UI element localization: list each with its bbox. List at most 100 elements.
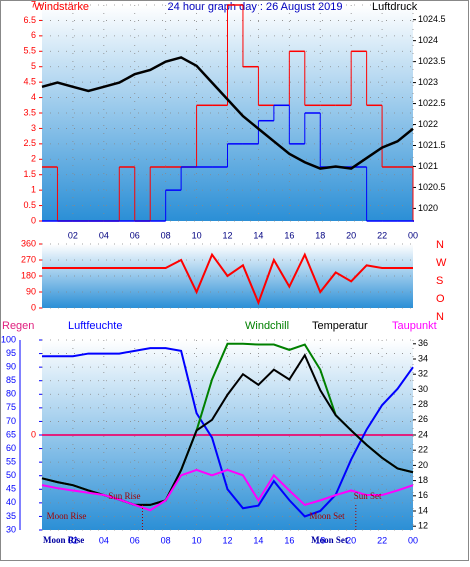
y2-tick-label: 28 — [418, 399, 428, 409]
y2-tick-label: 36 — [418, 338, 428, 348]
y-tick-label: 50 — [6, 470, 16, 480]
y-tick-label: 80 — [6, 389, 16, 399]
y-tick-label: 2 — [31, 154, 36, 164]
y-tick-label: 3 — [31, 123, 36, 133]
y-tick-label: 85 — [6, 375, 16, 385]
y-tick-label: 75 — [6, 402, 16, 412]
x-tick-label: 06 — [130, 230, 140, 240]
x-tick-label: 10 — [192, 535, 202, 545]
compass-label: N — [436, 311, 444, 323]
chart-title: 24 hour graph day : 26 August 2019 — [168, 1, 343, 13]
x-tick-label: 12 — [222, 535, 232, 545]
event-label: Moon Set — [309, 511, 345, 521]
x-tick-label: 14 — [253, 535, 263, 545]
y2-tick-label: 1022.5 — [418, 98, 446, 108]
axis-event-label: Moon Rise — [43, 535, 84, 545]
event-label: Sun Rise — [108, 491, 140, 501]
y-tick-label: 7 — [31, 0, 36, 9]
compass-label: S — [436, 275, 443, 287]
legend-label: Regen — [2, 320, 34, 332]
series-line — [41, 468, 414, 512]
y-tick-label: 4.5 — [23, 77, 36, 87]
y-tick-label: 40 — [6, 497, 16, 507]
y-tick-label: 0 — [31, 215, 36, 225]
x-tick-label: 06 — [130, 535, 140, 545]
y2-tick-label: 16 — [418, 490, 428, 500]
x-tick-label: 16 — [284, 230, 294, 240]
x-tick-label: 00 — [408, 535, 418, 545]
y-tick-label: 180 — [21, 270, 36, 280]
x-tick-label: 18 — [315, 535, 325, 545]
legend-label: Temperatur — [312, 320, 368, 332]
series-line — [42, 347, 414, 518]
y-tick-label: 5 — [31, 61, 36, 71]
y2-tick-label: 1021 — [418, 161, 438, 171]
y2-tick-label: 26 — [418, 414, 428, 424]
x-tick-label: 14 — [253, 230, 263, 240]
y-tick-label: 270 — [21, 254, 36, 264]
x-tick-label: 20 — [346, 535, 356, 545]
y2-tick-label: 34 — [418, 353, 428, 363]
x-tick-label: 02 — [68, 230, 78, 240]
y2-tick-label: 1022 — [418, 119, 438, 129]
y-tick-label: 65 — [6, 429, 16, 439]
y2-tick-label: 1021.5 — [418, 140, 446, 150]
legend-label: Luftfeuchte — [68, 320, 122, 332]
y2-tick-label: 14 — [418, 505, 428, 515]
y-tick-label: 5.5 — [23, 46, 36, 56]
x-tick-label: 04 — [99, 535, 109, 545]
y2-tick-label: 22 — [418, 445, 428, 455]
y-tick-label: 70 — [6, 416, 16, 426]
x-tick-label: 12 — [222, 230, 232, 240]
x-tick-label: 10 — [192, 230, 202, 240]
y-tick-label: 360 — [21, 238, 36, 248]
y2-tick-label: 1020 — [418, 203, 438, 213]
x-tick-label: 22 — [377, 230, 387, 240]
compass-label: W — [436, 257, 447, 269]
y2-tick-label: 18 — [418, 475, 428, 485]
y2-tick-label: 30 — [418, 384, 428, 394]
x-tick-label: 00 — [408, 230, 418, 240]
x-tick-label: 04 — [99, 230, 109, 240]
x-tick-label: 16 — [284, 535, 294, 545]
y-tick-label: 45 — [6, 484, 16, 494]
y2-tick-label: 1023.5 — [418, 56, 446, 66]
legend-label: Taupunkt — [392, 320, 437, 332]
event-label: Sun Set — [354, 491, 382, 501]
y-tick-label: 6 — [31, 30, 36, 40]
x-tick-label: 22 — [377, 535, 387, 545]
x-tick-label: 02 — [68, 535, 78, 545]
series-line — [42, 252, 413, 306]
series-line — [41, 56, 414, 170]
y-tick-label: 60 — [6, 443, 16, 453]
event-label: Moon Rise — [47, 511, 87, 521]
y-tick-label: 0.5 — [23, 200, 36, 210]
y-tick-label: 90 — [26, 286, 36, 296]
y-tick-label: 4 — [31, 92, 36, 102]
y-tick-label: 100 — [1, 334, 16, 344]
y2-tick-label: 12 — [418, 521, 428, 531]
y-tick-label: 0 — [31, 302, 36, 312]
y-axis-label: Windstärke — [34, 1, 89, 13]
x-tick-label: 20 — [346, 230, 356, 240]
y2-tick-label: 1024 — [418, 35, 438, 45]
compass-label: N — [436, 239, 444, 251]
y-tick-label: 6.5 — [23, 15, 36, 25]
x-tick-label: 08 — [161, 230, 171, 240]
y-tick-label: 95 — [6, 348, 16, 358]
legend-label: Windchill — [245, 320, 289, 332]
x-tick-label: 08 — [161, 535, 171, 545]
rain-tick-label: 0 — [31, 429, 36, 439]
y2-axis-label: Luftdruck — [372, 1, 418, 13]
y2-tick-label: 24 — [418, 429, 428, 439]
y2-tick-label: 20 — [418, 460, 428, 470]
y-tick-label: 1 — [31, 185, 36, 195]
y2-tick-label: 32 — [418, 369, 428, 379]
axis-event-label: Moon Set — [311, 535, 348, 545]
y-tick-label: 55 — [6, 457, 16, 467]
y2-tick-label: 1024.5 — [418, 14, 446, 24]
y2-tick-label: 1023 — [418, 77, 438, 87]
y2-tick-label: 1020.5 — [418, 182, 446, 192]
y-tick-label: 3.5 — [23, 107, 36, 117]
